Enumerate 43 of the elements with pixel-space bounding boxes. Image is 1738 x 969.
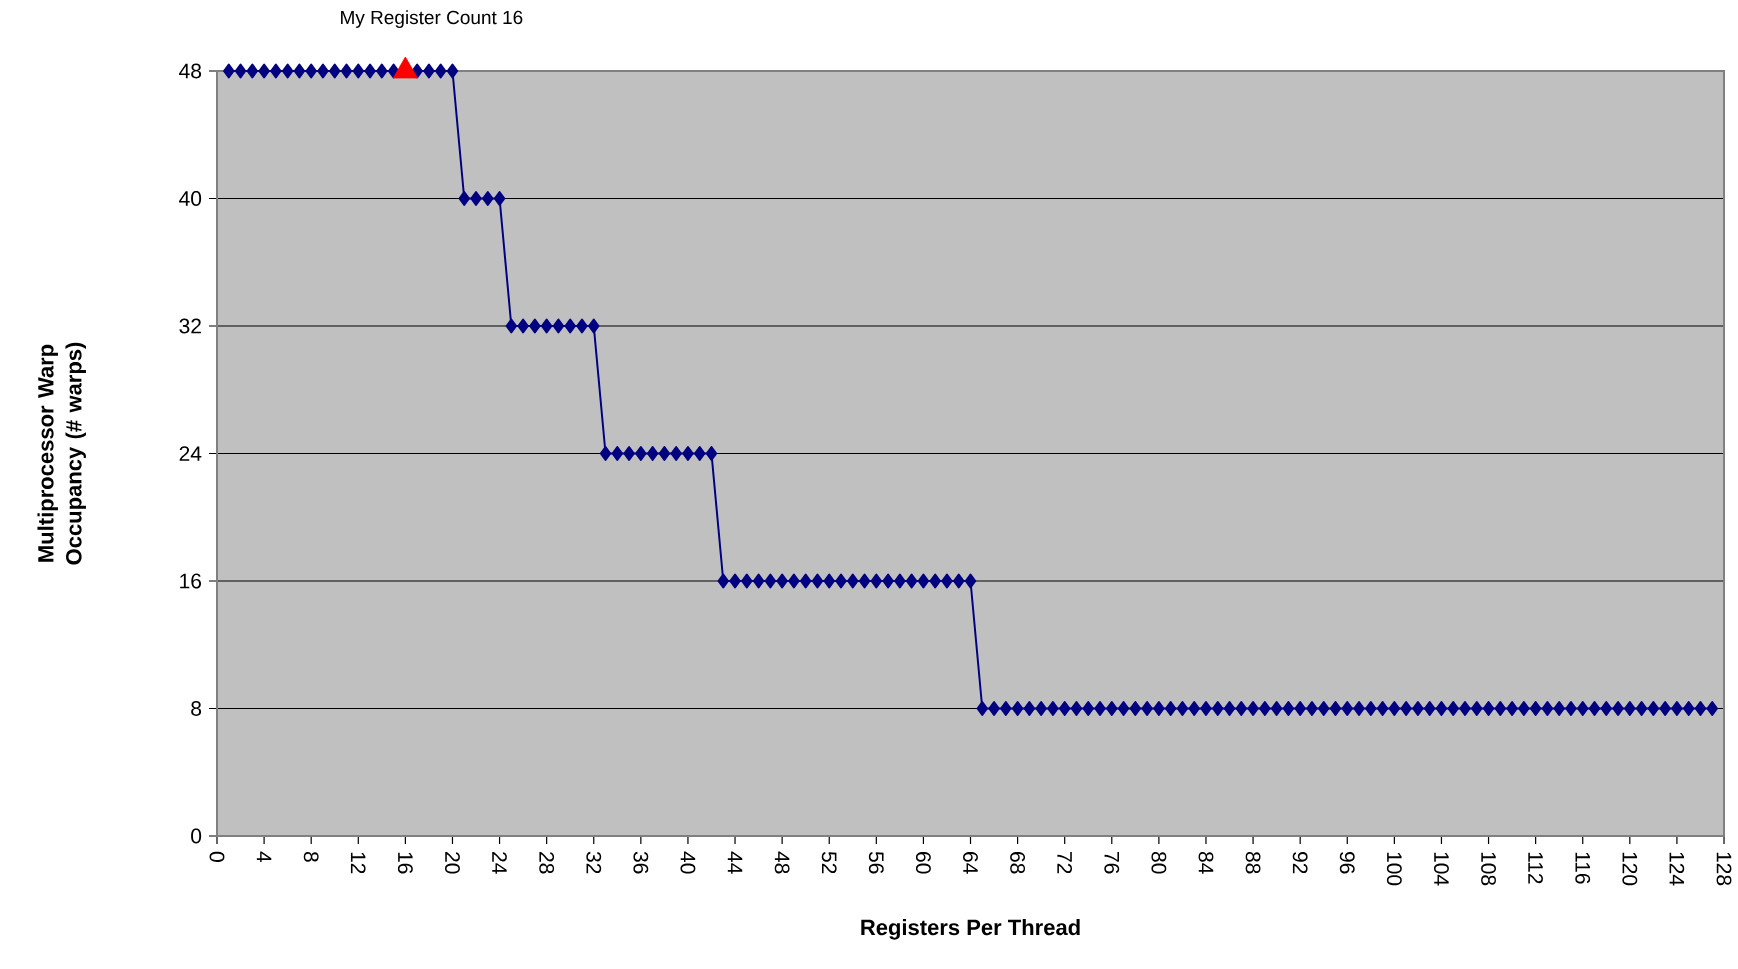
x-tick-label: 68	[1010, 852, 1026, 874]
annotation: My Register Count 16	[341, 10, 523, 28]
x-tick-label: 84	[1198, 851, 1214, 874]
x-tick-label: 124	[1669, 852, 1685, 886]
x-tick-label: 56	[868, 851, 884, 874]
x-tick-label: 44	[727, 851, 743, 874]
y-tick-label: 48	[179, 63, 202, 79]
x-tick-label: 28	[539, 852, 555, 874]
y-axis-title: Multiprocessor Warp Occupancy (# warps)	[37, 342, 86, 565]
x-tick-label: 52	[821, 851, 837, 874]
x-tick-label: 40	[680, 851, 696, 874]
x-tick-label: 108	[1481, 852, 1496, 886]
y-tick-label: 0	[191, 828, 202, 844]
y-tick-label: 40	[179, 191, 202, 206]
x-tick-label: 32	[586, 851, 602, 874]
y-tick-label: 8	[191, 701, 202, 716]
y-tick-label: 16	[180, 573, 202, 589]
x-tick-label: 16	[397, 852, 413, 874]
x-tick-label: 112	[1528, 852, 1543, 884]
x-tick-label: 104	[1434, 852, 1449, 886]
x-tick-label: 36	[633, 851, 649, 874]
y-tick-label: 24	[179, 446, 202, 461]
x-tick-label: 128	[1716, 852, 1732, 886]
x-tick-label: 0	[209, 851, 225, 862]
x-tick-label: 20	[445, 852, 460, 874]
x-tick-label: 80	[1151, 851, 1167, 874]
x-tick-label: 120	[1622, 852, 1638, 886]
x-tick-label: 100	[1386, 852, 1402, 886]
x-tick-label: 116	[1575, 852, 1591, 884]
x-tick-label: 76	[1104, 852, 1120, 874]
x-tick-label: 88	[1245, 851, 1261, 874]
y-tick-label: 32	[179, 318, 201, 334]
x-tick-label: 64	[963, 852, 978, 874]
x-tick-label: 48	[774, 851, 790, 874]
x-tick-label: 92	[1292, 852, 1308, 874]
x-tick-label: 24	[492, 852, 507, 874]
x-tick-label: 72	[1057, 852, 1073, 874]
x-tick-label: 96	[1339, 852, 1355, 874]
x-axis-title: Registers Per Thread	[861, 919, 1080, 940]
x-tick-label: 4	[256, 851, 272, 863]
x-tick-label: 12	[350, 852, 366, 874]
x-tick-label: 60	[915, 852, 931, 874]
x-tick-label: 8	[303, 851, 319, 862]
